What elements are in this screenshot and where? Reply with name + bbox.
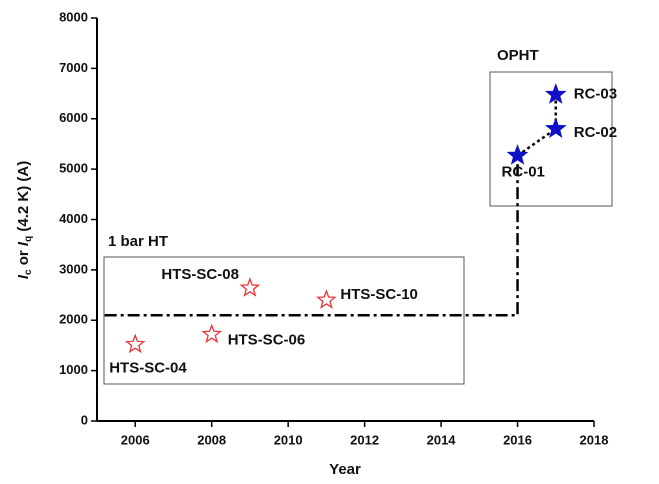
- y-axis-label: Ic or Iq (4.2 K) (A): [15, 161, 34, 279]
- y-tick-label: 8000: [59, 9, 88, 24]
- point-label: HTS-SC-04: [109, 359, 187, 376]
- y-tick-label: 1000: [59, 362, 88, 377]
- point: [239, 277, 261, 297]
- x-tick-label: 2012: [350, 432, 379, 447]
- y-tick-label: 3000: [59, 261, 88, 276]
- y-tick-label: 5000: [59, 161, 88, 176]
- y-label-part: c: [23, 269, 34, 275]
- group-label: 1 bar HT: [108, 233, 168, 250]
- y-tick-label: 4000: [59, 211, 88, 226]
- point: [544, 83, 567, 104]
- y-tick-label: 0: [81, 412, 88, 427]
- point-label: HTS-SC-08: [161, 266, 239, 283]
- y-label-part: I: [15, 274, 32, 279]
- y-label-part: q: [23, 236, 34, 242]
- y-tick-label: 2000: [59, 312, 88, 327]
- point-label: RC-01: [502, 163, 545, 180]
- group-box: [489, 71, 613, 207]
- point: [124, 333, 146, 354]
- point: [544, 117, 567, 139]
- point: [201, 323, 223, 344]
- x-tick-label: 2008: [197, 432, 226, 447]
- y-label-part: or: [15, 246, 32, 269]
- x-axis-label: Year: [329, 461, 361, 478]
- x-tick-label: 2018: [580, 432, 609, 447]
- group-label: OPHT: [497, 47, 539, 64]
- point-label: HTS-SC-10: [340, 286, 418, 303]
- x-tick-label: 2014: [427, 432, 457, 447]
- x-tick-label: 2010: [274, 432, 303, 447]
- point-label: RC-02: [574, 124, 617, 141]
- x-tick-label: 2006: [121, 432, 150, 447]
- y-label-part: I: [15, 241, 32, 246]
- y-label-part: (4.2 K) (A): [15, 161, 32, 236]
- x-tick-label: 2016: [503, 432, 532, 447]
- point-label: HTS-SC-06: [228, 331, 306, 348]
- point: [506, 144, 529, 165]
- y-tick-label: 7000: [59, 60, 88, 75]
- point-label: RC-03: [574, 86, 617, 103]
- group-box: [103, 256, 465, 385]
- y-tick-label: 6000: [59, 110, 88, 125]
- point: [316, 289, 337, 309]
